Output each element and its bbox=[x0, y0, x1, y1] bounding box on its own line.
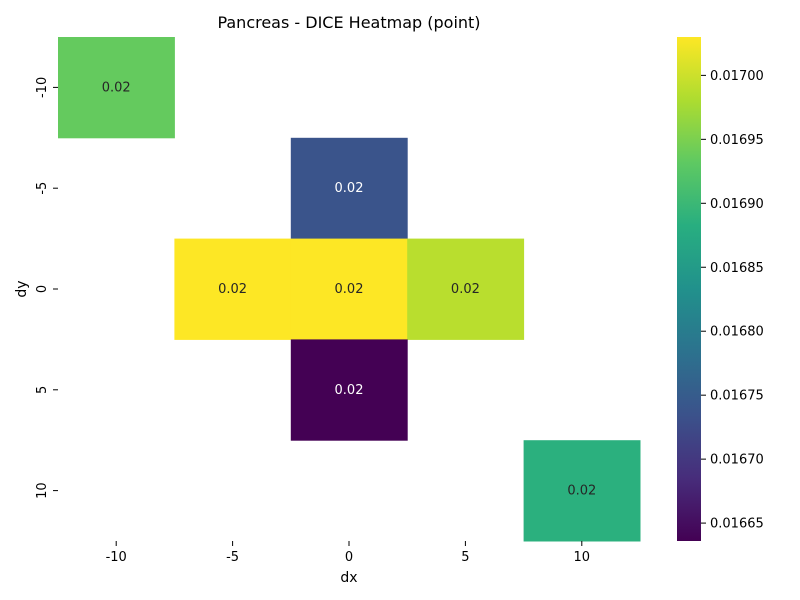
heatmap-cell bbox=[290, 238, 408, 340]
y-tick-label: -5 bbox=[35, 182, 50, 195]
x-tick-label: 10 bbox=[574, 550, 591, 565]
y-tick-label: 0 bbox=[35, 285, 50, 293]
colorbar-tick-label: 0.01680 bbox=[710, 325, 764, 340]
heatmap-cell bbox=[407, 238, 525, 340]
heatmap-cells: 0.02 0.02 0.02 0.02 0.02 0.02 0.02 bbox=[58, 37, 641, 542]
colorbar-ticks: 0.01665 0.01670 0.01675 0.01680 0.01685 0.016… bbox=[701, 69, 764, 532]
colorbar bbox=[677, 37, 701, 541]
colorbar-tick-label: 0.01685 bbox=[710, 261, 764, 276]
colorbar-tick-label: 0.01675 bbox=[710, 389, 764, 404]
cell-value-label: 0.02 bbox=[102, 80, 131, 95]
y-tick-label: 5 bbox=[35, 386, 50, 394]
x-tick-label: -10 bbox=[106, 550, 127, 565]
colorbar-tick-label: 0.01690 bbox=[710, 197, 764, 212]
x-tick-label: 5 bbox=[461, 550, 469, 565]
chart-title: Pancreas - DICE Heatmap (point) bbox=[217, 13, 480, 32]
cell-value-label: 0.02 bbox=[451, 282, 480, 297]
heatmap-cell bbox=[290, 339, 408, 441]
colorbar-tick-label: 0.01700 bbox=[710, 69, 764, 84]
cell-value-label: 0.02 bbox=[335, 181, 364, 196]
y-tick-label: 10 bbox=[35, 482, 50, 499]
x-tick-label: 0 bbox=[345, 550, 353, 565]
x-axis-label: dx bbox=[340, 570, 357, 586]
y-tick-label: -10 bbox=[35, 77, 50, 98]
heatmap-cell bbox=[174, 238, 292, 340]
cell-value-label: 0.02 bbox=[335, 282, 364, 297]
cell-value-label: 0.02 bbox=[567, 484, 596, 499]
colorbar-tick-label: 0.01695 bbox=[710, 133, 764, 148]
colorbar-tick-label: 0.01670 bbox=[710, 453, 764, 468]
cell-value-label: 0.02 bbox=[218, 282, 247, 297]
cell-value-label: 0.02 bbox=[335, 383, 364, 398]
heatmap-cell bbox=[290, 137, 408, 240]
y-axis: -10 -5 0 5 10 bbox=[35, 77, 58, 499]
colorbar-tick-label: 0.01665 bbox=[710, 517, 764, 532]
x-tick-label: -5 bbox=[226, 550, 239, 565]
heatmap-cell bbox=[523, 440, 641, 542]
heatmap-cell bbox=[58, 37, 175, 139]
x-axis: -10 -5 0 5 10 bbox=[106, 541, 590, 565]
y-axis-label: dy bbox=[14, 280, 30, 297]
